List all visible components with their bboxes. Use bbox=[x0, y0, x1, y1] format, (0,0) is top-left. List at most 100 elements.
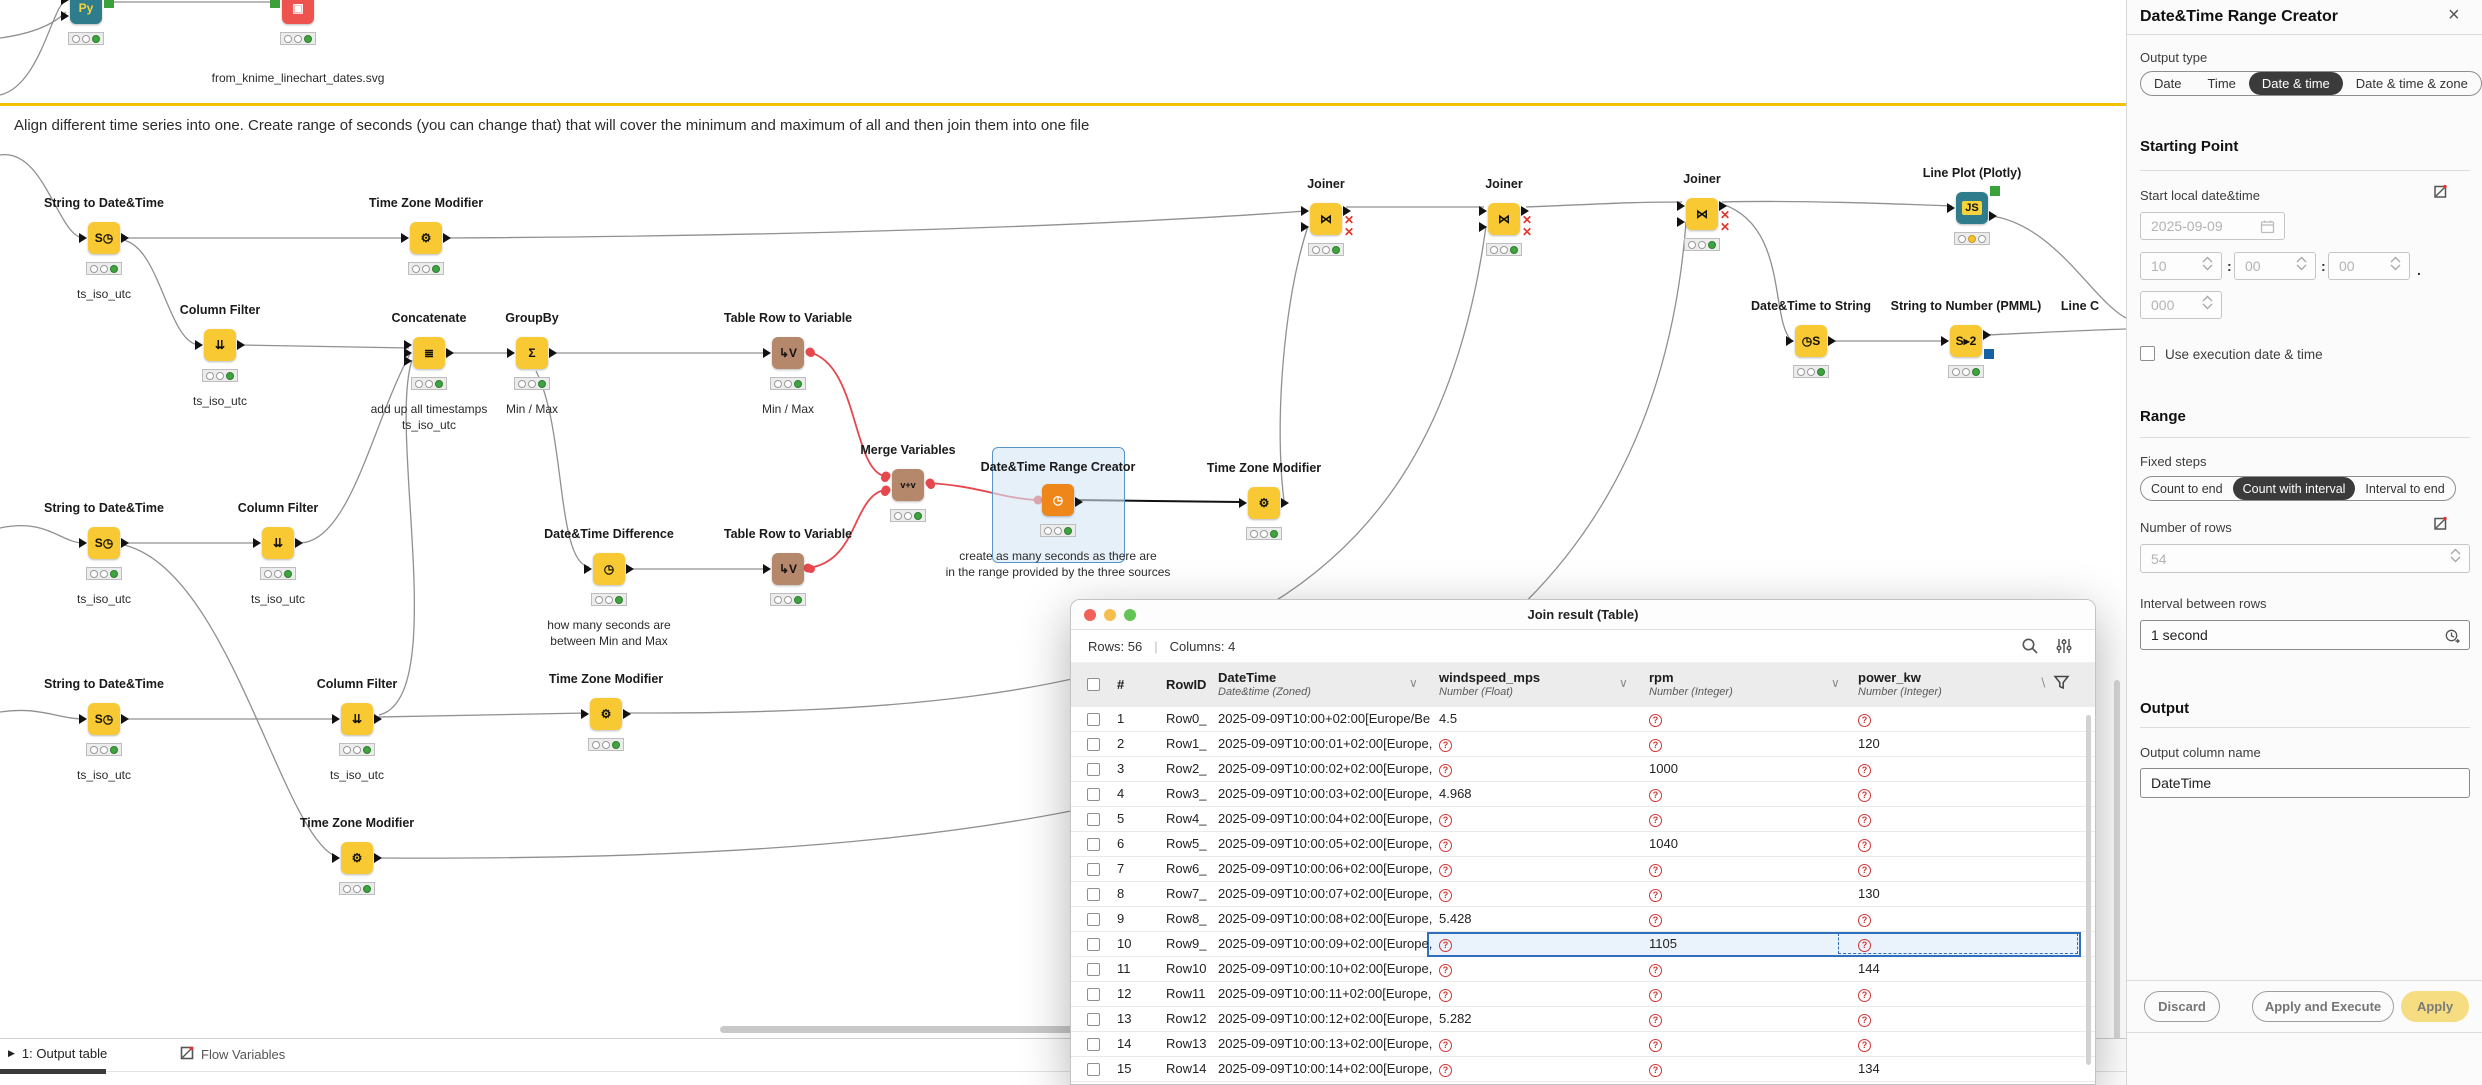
column-windspeed[interactable]: windspeed_mps bbox=[1439, 670, 1541, 685]
workflow-node-groupby[interactable]: Σ bbox=[507, 337, 557, 369]
workflow-canvas[interactable]: Align different time series into one. Cr… bbox=[0, 0, 2126, 1085]
table-row[interactable]: 9 Row8_ 2025-09-09T10:00:08+02:00[Europe, 5… bbox=[1071, 907, 2095, 932]
window-zoom-button[interactable] bbox=[1124, 609, 1136, 621]
output-type-option-time[interactable]: Time bbox=[2207, 76, 2236, 91]
workflow-node-s2dt1[interactable]: S◷ bbox=[79, 222, 129, 254]
table-row[interactable]: 4 Row3_ 2025-09-09T10:00:03+02:00[Europe, 4… bbox=[1071, 782, 2095, 807]
output-column-input[interactable]: DateTime bbox=[2140, 768, 2470, 798]
window-titlebar[interactable]: Join result (Table) bbox=[1071, 600, 2095, 630]
table-row[interactable]: 12 Row11 2025-09-09T10:00:11+02:00[Europe,… bbox=[1071, 982, 2095, 1007]
flow-variable-icon[interactable] bbox=[2433, 516, 2448, 536]
row-checkbox[interactable] bbox=[1087, 738, 1100, 751]
duration-clock-icon[interactable] bbox=[2444, 628, 2460, 647]
use-execution-checkbox[interactable] bbox=[2140, 346, 2155, 361]
table-row[interactable]: 14 Row13 2025-09-09T10:00:13+02:00[Europe,… bbox=[1071, 1032, 2095, 1057]
sort-chevron-icon[interactable]: ∨ bbox=[1409, 676, 1418, 690]
discard-button[interactable]: Discard bbox=[2144, 991, 2220, 1022]
table-row[interactable]: 2 Row1_ 2025-09-09T10:00:01+02:00[Europe,?… bbox=[1071, 732, 2095, 757]
workflow-node-j3[interactable]: ⋈ ✕ ✕ bbox=[1677, 198, 1730, 233]
table-row[interactable]: 5 Row4_ 2025-09-09T10:00:04+02:00[Europe,?… bbox=[1071, 807, 2095, 832]
calendar-icon[interactable] bbox=[2260, 219, 2275, 237]
stepper-arrows[interactable] bbox=[2202, 295, 2213, 310]
row-checkbox[interactable] bbox=[1087, 1063, 1100, 1076]
start-minutes-input[interactable]: 00 bbox=[2234, 252, 2316, 280]
start-millis-input[interactable]: 000 bbox=[2140, 291, 2222, 319]
row-checkbox[interactable] bbox=[1087, 838, 1100, 851]
workflow-node-s2dt2[interactable]: S◷ bbox=[79, 527, 129, 559]
workflow-node-dtrc[interactable]: ◷ bbox=[1042, 484, 1083, 516]
window-close-button[interactable] bbox=[1084, 609, 1096, 621]
tab-flow-variables[interactable]: Flow Variables bbox=[180, 1046, 285, 1063]
row-checkbox[interactable] bbox=[1087, 938, 1100, 951]
row-checkbox[interactable] bbox=[1087, 913, 1100, 926]
row-checkbox[interactable] bbox=[1087, 813, 1100, 826]
canvas-vertical-scrollbar[interactable] bbox=[2114, 680, 2120, 1040]
output-type-option-date-time[interactable]: Date & time bbox=[2248, 72, 2343, 95]
workflow-annotation[interactable]: Align different time series into one. Cr… bbox=[14, 117, 1090, 134]
workflow-node-tzm4[interactable]: ⚙ bbox=[332, 842, 382, 874]
workflow-node-py[interactable]: Py bbox=[61, 0, 114, 24]
select-all-checkbox[interactable] bbox=[1087, 678, 1100, 691]
fixed-steps-option-count-with-interval[interactable]: Count with interval bbox=[2232, 477, 2356, 500]
workflow-node-plotly[interactable]: JS bbox=[1947, 186, 2000, 224]
table-row[interactable]: 11 Row10 2025-09-09T10:00:10+02:00[Europe,… bbox=[1071, 957, 2095, 982]
workflow-node-tzm1[interactable]: ⚙ bbox=[401, 222, 451, 254]
row-checkbox[interactable] bbox=[1087, 963, 1100, 976]
workflow-node-trtv1[interactable]: ↳V bbox=[763, 337, 815, 369]
tab-output-table[interactable]: ▶ 1: Output table bbox=[8, 1046, 108, 1061]
workflow-node-trtv2[interactable]: ↳V bbox=[763, 553, 815, 585]
table-row[interactable]: 8 Row7_ 2025-09-09T10:00:07+02:00[Europe,?… bbox=[1071, 882, 2095, 907]
workflow-node-tzm2[interactable]: ⚙ bbox=[1239, 487, 1289, 519]
row-checkbox[interactable] bbox=[1087, 763, 1100, 776]
start-date-input[interactable]: 2025-09-09 bbox=[2140, 212, 2285, 240]
workflow-node-j2[interactable]: ⋈ ✕ ✕ bbox=[1479, 203, 1532, 238]
workflow-node-tzm3[interactable]: ⚙ bbox=[581, 698, 631, 730]
table-settings-icon[interactable] bbox=[2055, 637, 2073, 658]
stepper-arrows[interactable] bbox=[2202, 256, 2213, 271]
join-result-window[interactable]: Join result (Table) Rows: 56 | Columns: … bbox=[1070, 599, 2096, 1085]
interval-input[interactable]: 1 second bbox=[2140, 620, 2470, 650]
table-header-row[interactable]: # RowID DateTime Date&time (Zoned) ∨ win… bbox=[1071, 663, 2095, 707]
column-rpm[interactable]: rpm bbox=[1649, 670, 1674, 685]
sort-chevron-icon[interactable]: ∨ bbox=[1619, 676, 1628, 690]
window-minimize-button[interactable] bbox=[1104, 609, 1116, 621]
workflow-node-merge[interactable]: v+v bbox=[881, 469, 935, 501]
row-checkbox[interactable] bbox=[1087, 1038, 1100, 1051]
flow-variable-icon[interactable] bbox=[2433, 184, 2448, 204]
output-type-option-date-time-zone[interactable]: Date & time & zone bbox=[2355, 76, 2468, 91]
fixed-steps-option-interval-to-end[interactable]: Interval to end bbox=[2365, 481, 2445, 496]
apply-button[interactable]: Apply bbox=[2401, 991, 2469, 1022]
table-row[interactable]: 13 Row12 2025-09-09T10:00:12+02:00[Europe,… bbox=[1071, 1007, 2095, 1032]
workflow-node-cf2[interactable]: ⇊ bbox=[253, 527, 303, 559]
table-row[interactable]: 15 Row14 2025-09-09T10:00:14+02:00[Europe,… bbox=[1071, 1057, 2095, 1082]
workflow-node-j1[interactable]: ⋈ ✕ ✕ bbox=[1301, 203, 1354, 238]
column-power[interactable]: power_kw bbox=[1858, 670, 1921, 685]
table-row[interactable]: 7 Row6_ 2025-09-09T10:00:06+02:00[Europe,?… bbox=[1071, 857, 2095, 882]
apply-and-execute-button[interactable]: Apply and Execute bbox=[2252, 991, 2394, 1022]
panel-close-icon[interactable]: × bbox=[2448, 4, 2460, 26]
workflow-node-dtdiff[interactable]: ◷ bbox=[584, 553, 634, 585]
sort-chevron-icon[interactable]: ∨ bbox=[1831, 676, 1840, 690]
start-seconds-input[interactable]: 00 bbox=[2328, 252, 2410, 280]
workflow-node-concat[interactable]: ≣ bbox=[404, 337, 454, 369]
workflow-node-s2dt3[interactable]: S◷ bbox=[79, 703, 129, 735]
row-checkbox[interactable] bbox=[1087, 788, 1100, 801]
fixed-steps-option-count-to-end[interactable]: Count to end bbox=[2151, 481, 2223, 496]
table-vertical-scrollbar[interactable] bbox=[2086, 715, 2091, 1065]
workflow-node-cf3[interactable]: ⇊ bbox=[332, 703, 382, 735]
start-hours-input[interactable]: 10 bbox=[2140, 252, 2222, 280]
column-datetime[interactable]: DateTime bbox=[1218, 670, 1277, 685]
row-checkbox[interactable] bbox=[1087, 988, 1100, 1001]
number-of-rows-input[interactable]: 54 bbox=[2140, 544, 2470, 573]
stepper-arrows[interactable] bbox=[2296, 256, 2307, 271]
workflow-node-cf1[interactable]: ⇊ bbox=[195, 329, 245, 361]
workflow-node-dt2s[interactable]: ◷S bbox=[1786, 325, 1836, 357]
search-icon[interactable] bbox=[2021, 637, 2039, 658]
row-checkbox[interactable] bbox=[1087, 888, 1100, 901]
canvas-horizontal-scrollbar[interactable] bbox=[720, 1026, 1100, 1033]
stepper-arrows[interactable] bbox=[2450, 548, 2461, 563]
table-row[interactable]: 3 Row2_ 2025-09-09T10:00:02+02:00[Europe,?… bbox=[1071, 757, 2095, 782]
workflow-node-s2n[interactable]: S▸2 bbox=[1941, 325, 1994, 359]
row-checkbox[interactable] bbox=[1087, 1013, 1100, 1026]
workflow-node-writer[interactable]: ▣ bbox=[270, 0, 314, 24]
